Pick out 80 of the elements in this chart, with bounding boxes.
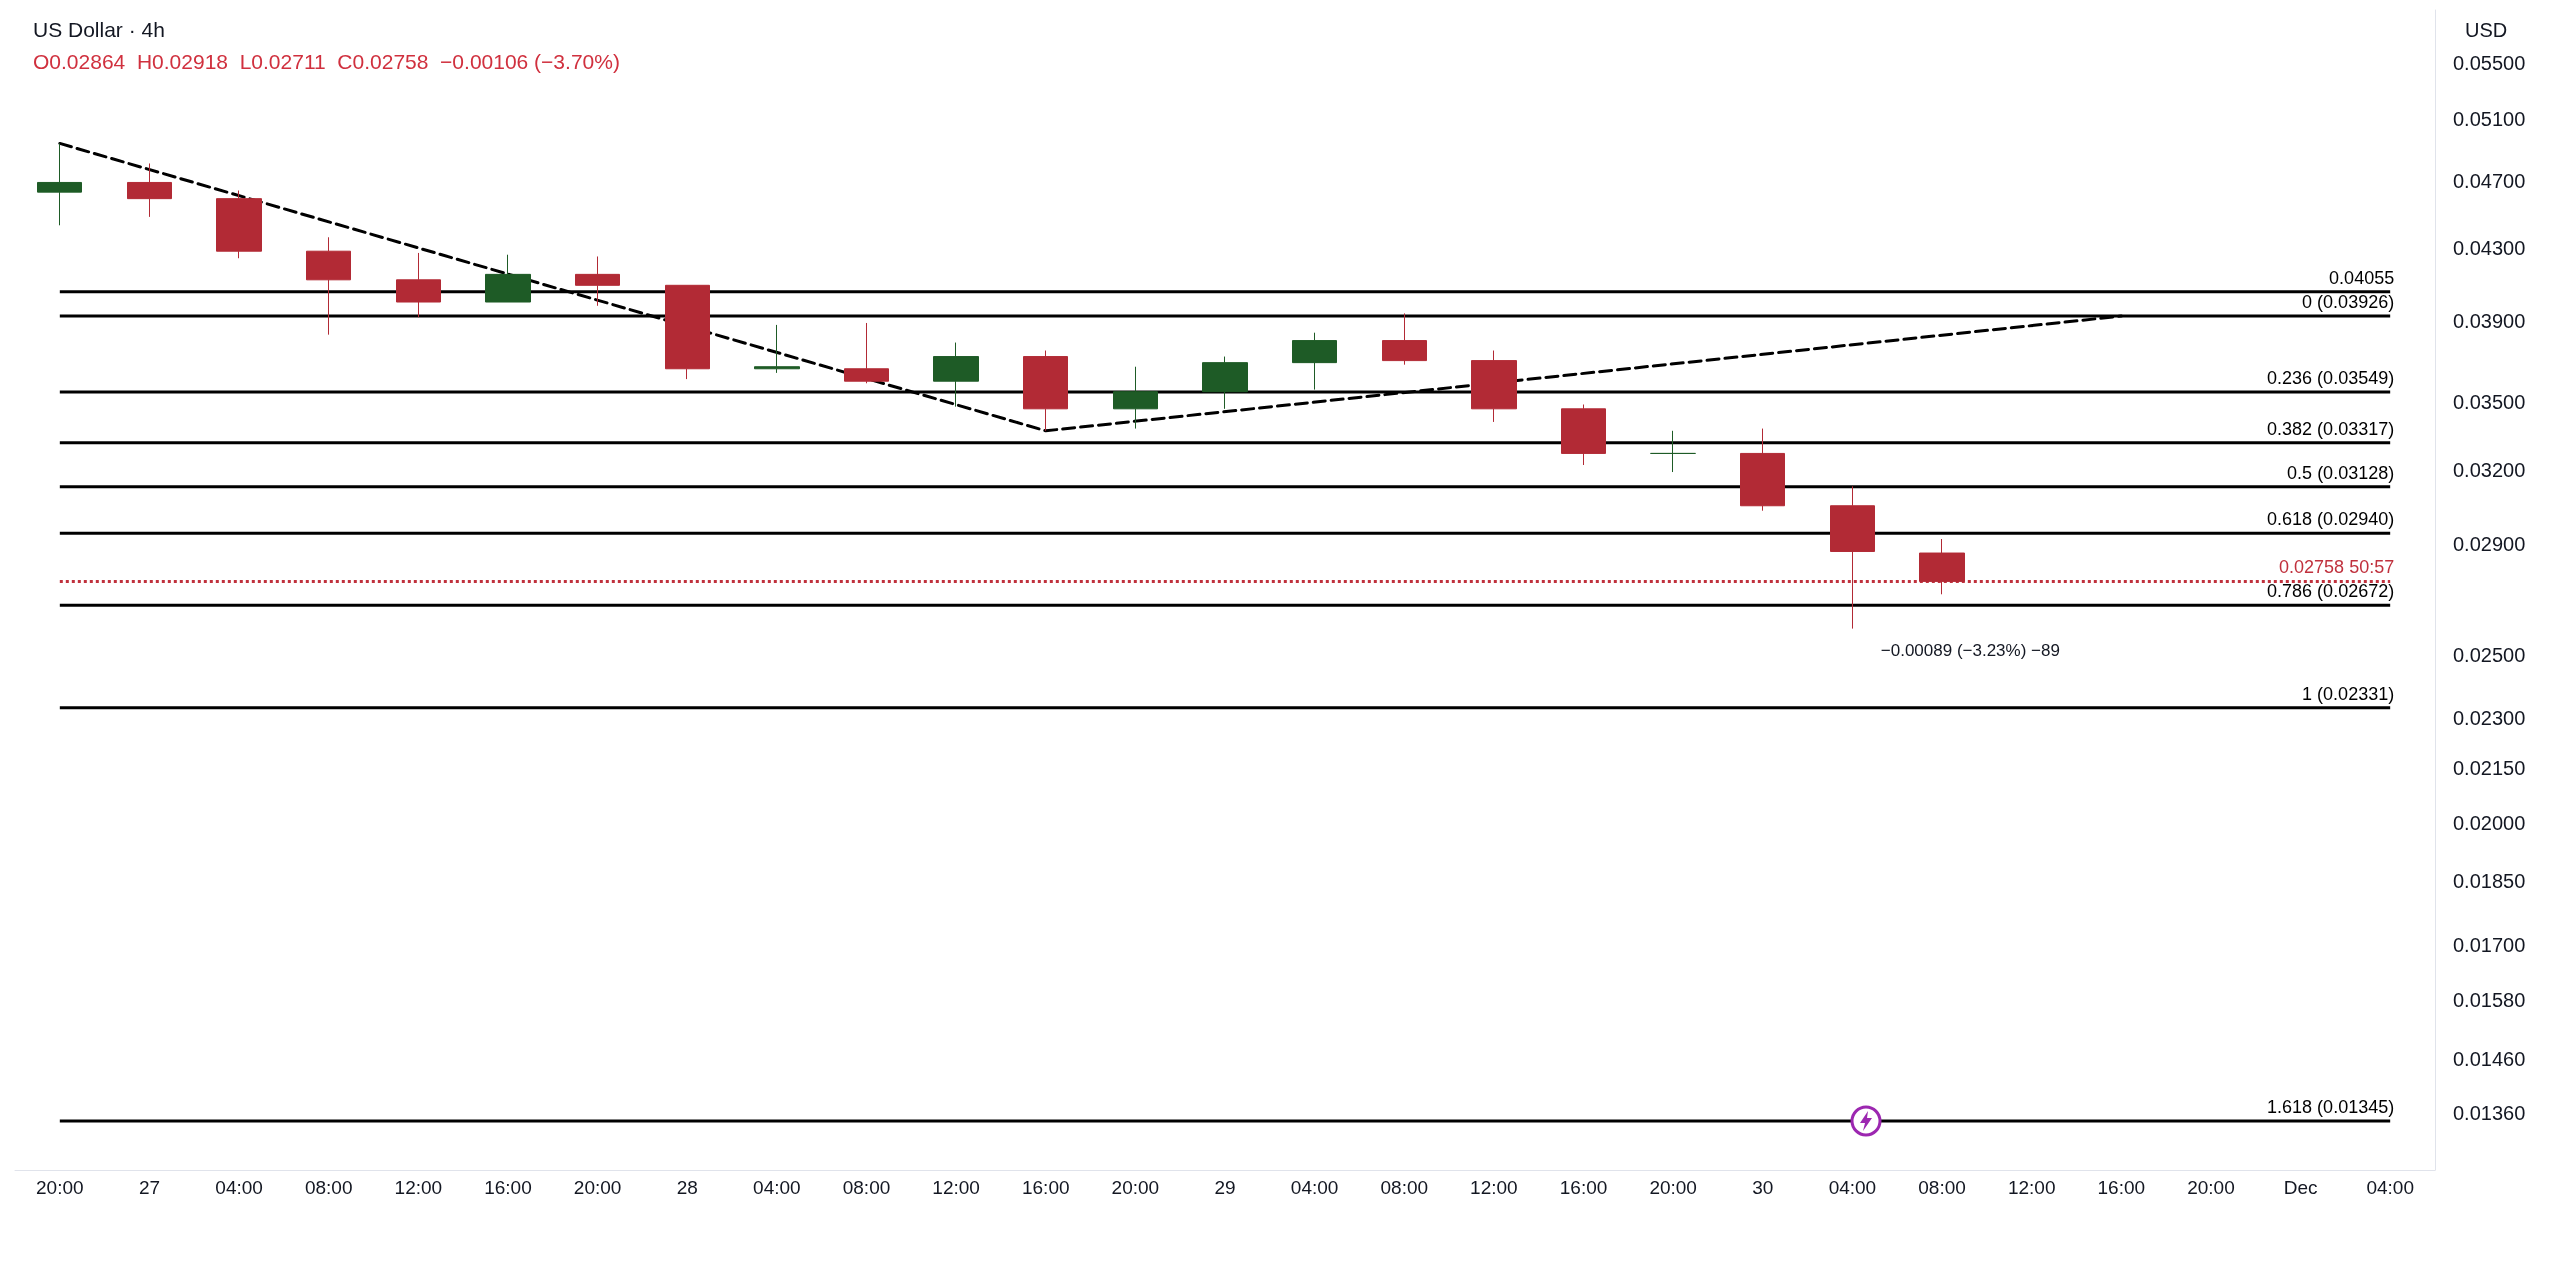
x-tick-label: 27	[138, 1177, 161, 1198]
candlestick	[485, 254, 531, 303]
text: O0.02864 H0.02918 L0.02711 C0.02758 −0.00106 (−3.70%)	[33, 50, 620, 73]
candlestick	[37, 142, 82, 226]
annotation: −0.00089 (−3.23%) −89	[1880, 641, 2060, 661]
x-tick-label: 08:00	[1918, 1177, 1966, 1198]
candlestick	[1292, 332, 1337, 391]
x-tick-label: 08:00	[1380, 1177, 1429, 1198]
candlestick	[1023, 350, 1068, 432]
x-tick-label: 30	[1752, 1177, 1774, 1198]
y-tick-label: 0.03200	[2453, 458, 2526, 481]
y-tick-label: 0.05500	[2453, 51, 2526, 74]
candlestick	[754, 324, 800, 374]
x-tick-label: 16:00	[1559, 1177, 1608, 1198]
x-tick-label: 20:00	[2187, 1177, 2235, 1198]
y-tick-label: 0.03500	[2453, 391, 2526, 414]
ref-line-label: 0.786 (0.02672)	[2267, 581, 2395, 602]
candlestick	[306, 236, 351, 336]
candlestick	[1561, 404, 1606, 466]
x-tick-label: 20:00	[36, 1177, 84, 1198]
x-tick-label: 29	[1214, 1177, 1236, 1198]
y-tick-label: 0.04700	[2453, 169, 2526, 192]
x-tick-label: 04:00	[753, 1177, 801, 1198]
x-tick-label: 04:00	[2366, 1177, 2414, 1198]
y-tick-label: 0.02900	[2453, 532, 2526, 555]
candlestick	[844, 322, 889, 384]
candlestick	[1202, 356, 1248, 410]
x-tick-label: 20:00	[1111, 1177, 1160, 1198]
y-tick-label: 0.01580	[2453, 988, 2526, 1011]
y-tick-label: 0.01700	[2453, 933, 2526, 956]
candlestick	[1830, 485, 1875, 630]
y-tick-label: 0.02500	[2453, 644, 2526, 667]
x-tick-label: 16:00	[1021, 1177, 1070, 1198]
y-tick-label: 0.02150	[2453, 757, 2526, 780]
y-tick-label: 0.04300	[2453, 236, 2526, 259]
y-tick-label: 0.05100	[2453, 108, 2526, 131]
candlestick	[1113, 366, 1158, 430]
ref-line-label: 1 (0.02331)	[2302, 683, 2395, 704]
candlestick	[575, 255, 620, 307]
ref-line-label: 0.382 (0.03317)	[2267, 418, 2395, 439]
y-tick-label: 0.02300	[2453, 706, 2526, 729]
chart-title: US Dollar · 4h	[33, 18, 165, 41]
x-tick-label: 28	[676, 1177, 698, 1198]
ref-line-label: 0 (0.03926)	[2302, 292, 2395, 313]
ref-line-label: 0.02758 50:57	[2279, 557, 2395, 578]
ref-line-label: 0.236 (0.03549)	[2267, 367, 2395, 388]
y-tick-label: 0.01850	[2453, 870, 2526, 893]
ref-line-label: 0.618 (0.02940)	[2267, 509, 2395, 530]
candlestick	[396, 252, 441, 318]
candlestick	[1919, 538, 1965, 595]
x-tick-label: 04:00	[1290, 1177, 1339, 1198]
x-tick-label: 12:00	[1470, 1177, 1518, 1198]
ref-line-label: 1.618 (0.01345)	[2267, 1096, 2395, 1117]
y-tick-label: 0.01360	[2453, 1101, 2526, 1124]
x-tick-label: 04:00	[215, 1177, 263, 1198]
x-tick-label: 20:00	[573, 1177, 622, 1198]
candlestick	[1471, 350, 1517, 423]
y-tick-label: 0.03900	[2453, 310, 2526, 333]
x-tick-label: Dec	[2283, 1177, 2318, 1198]
ref-line-label: 0.04055	[2329, 267, 2395, 288]
y-tick-label: 0.02000	[2453, 811, 2526, 834]
candlestick	[665, 284, 710, 380]
x-tick-label: 20:00	[1649, 1177, 1697, 1198]
x-tick-label: 12:00	[394, 1177, 443, 1198]
x-tick-label: 16:00	[2097, 1177, 2146, 1198]
y-axis-title: USD	[2465, 19, 2508, 41]
x-tick-label: 12:00	[2007, 1177, 2056, 1198]
candlestick	[933, 342, 979, 408]
candlestick	[1382, 312, 1427, 366]
x-tick-label: 08:00	[304, 1177, 353, 1198]
x-tick-label: 12:00	[932, 1177, 980, 1198]
candlestick	[216, 190, 262, 259]
candlestick	[127, 162, 172, 218]
x-tick-label: 08:00	[842, 1177, 891, 1198]
ref-line-label: 0.5 (0.03128)	[2287, 462, 2395, 483]
y-tick-label: 0.01460	[2453, 1048, 2526, 1071]
x-tick-label: 04:00	[1828, 1177, 1877, 1198]
x-tick-label: 16:00	[484, 1177, 532, 1198]
candlestick	[1740, 428, 1785, 512]
candlestick	[1650, 430, 1696, 473]
